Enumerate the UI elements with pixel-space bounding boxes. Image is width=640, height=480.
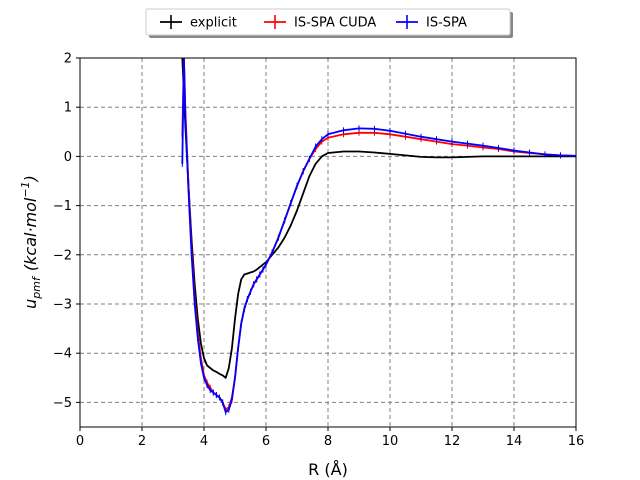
legend-label: IS-SPA [426,16,467,31]
x-tick-label: 6 [262,434,270,449]
y-tick-label: −5 [53,396,72,411]
y-axis-label: upmf(kcal·mol−1) [19,175,43,309]
x-tick-label: 0 [76,434,84,449]
y-tick-label: −2 [53,248,72,263]
x-tick-label: 2 [138,434,146,449]
legend-box [145,8,511,36]
y-tick-label: −1 [53,199,72,214]
legend-label: explicit [190,16,237,31]
grid [80,58,576,427]
x-tick-label: 14 [506,434,523,449]
y-axis-ticks: −5 −4 −3 −2 −1 0 1 2 [53,52,80,411]
x-tick-label: 10 [382,434,399,449]
y-tick-label: −4 [53,347,72,362]
legend: explicit IS-SPA CUDA IS-SPA [145,8,513,38]
y-tick-label: 1 [64,101,72,116]
x-tick-label: 12 [444,434,461,449]
legend-item: explicit [160,15,237,31]
series-is-spa [181,58,576,416]
x-tick-label: 16 [568,434,585,449]
legend-item: IS-SPA [396,15,467,31]
y-tick-label: 2 [64,52,72,67]
x-axis-label: R (Å) [308,460,348,479]
x-tick-label: 8 [324,434,332,449]
legend-label: IS-SPA CUDA [294,16,376,31]
y-tick-label: −3 [53,298,72,313]
legend-item: IS-SPA CUDA [264,15,376,31]
series-layer [181,58,576,416]
x-tick-label: 4 [200,434,208,449]
x-axis-ticks: 0 2 4 6 8 10 12 14 16 [76,427,584,449]
y-tick-label: 0 [64,150,72,165]
